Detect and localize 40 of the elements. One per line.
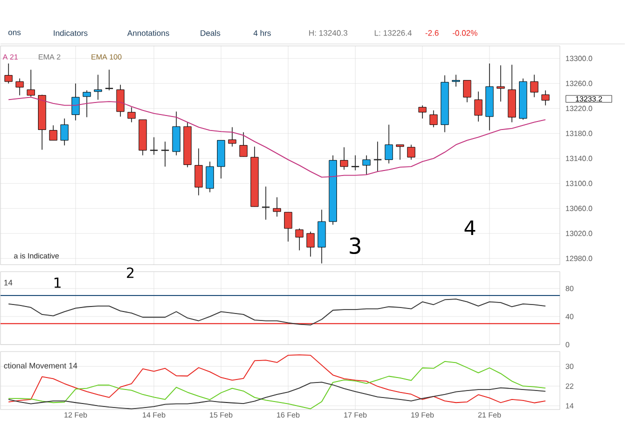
line-series xyxy=(8,382,546,410)
candlestick xyxy=(295,228,304,251)
candlestick xyxy=(160,141,170,167)
candlestick xyxy=(94,74,102,100)
candlestick xyxy=(306,231,315,257)
candlestick xyxy=(206,161,214,193)
candlestick xyxy=(396,144,404,160)
candlestick xyxy=(194,148,203,196)
candlestick xyxy=(239,132,248,157)
candlestick xyxy=(26,69,35,97)
candlestick xyxy=(261,186,270,220)
candlestick xyxy=(474,91,482,122)
candlestick xyxy=(407,144,416,160)
candlestick xyxy=(362,155,371,176)
candlestick xyxy=(530,74,538,98)
annotation: 3 xyxy=(350,237,360,254)
annotation: 1 xyxy=(54,278,61,288)
candlestick xyxy=(49,125,58,141)
candlestick xyxy=(16,78,24,96)
candlestick xyxy=(373,141,382,172)
candlestick xyxy=(418,105,426,119)
candlestick xyxy=(272,196,282,217)
candlestick xyxy=(127,106,136,123)
candlestick xyxy=(228,126,236,147)
candlestick xyxy=(430,110,438,128)
candlestick xyxy=(82,90,91,118)
candlestick xyxy=(284,212,292,242)
candlestick xyxy=(496,65,505,102)
annotation: 2 xyxy=(126,268,134,278)
candlestick xyxy=(4,63,13,84)
candlestick xyxy=(384,124,393,164)
candlestick xyxy=(60,118,68,146)
candlestick xyxy=(541,90,550,106)
candlestick xyxy=(463,80,472,103)
candlestick xyxy=(340,146,348,170)
candlestick xyxy=(150,136,158,156)
candlestick xyxy=(116,84,124,117)
candlestick xyxy=(452,74,460,87)
candlestick xyxy=(72,83,80,121)
annotation: 4 xyxy=(464,220,476,236)
